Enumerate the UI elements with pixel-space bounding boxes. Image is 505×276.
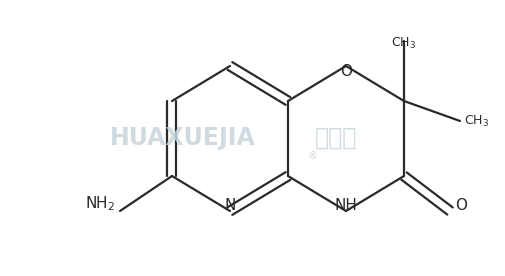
Text: 化学加: 化学加	[315, 126, 357, 150]
Text: NH: NH	[334, 198, 357, 213]
Text: NH$_2$: NH$_2$	[85, 194, 115, 213]
Text: CH$_3$: CH$_3$	[391, 36, 416, 51]
Text: O: O	[454, 198, 466, 213]
Text: ®: ®	[308, 151, 317, 161]
Text: N: N	[224, 198, 235, 213]
Text: CH$_3$: CH$_3$	[463, 113, 488, 129]
Text: O: O	[339, 64, 351, 79]
Text: HUAXUEJIA: HUAXUEJIA	[110, 126, 255, 150]
